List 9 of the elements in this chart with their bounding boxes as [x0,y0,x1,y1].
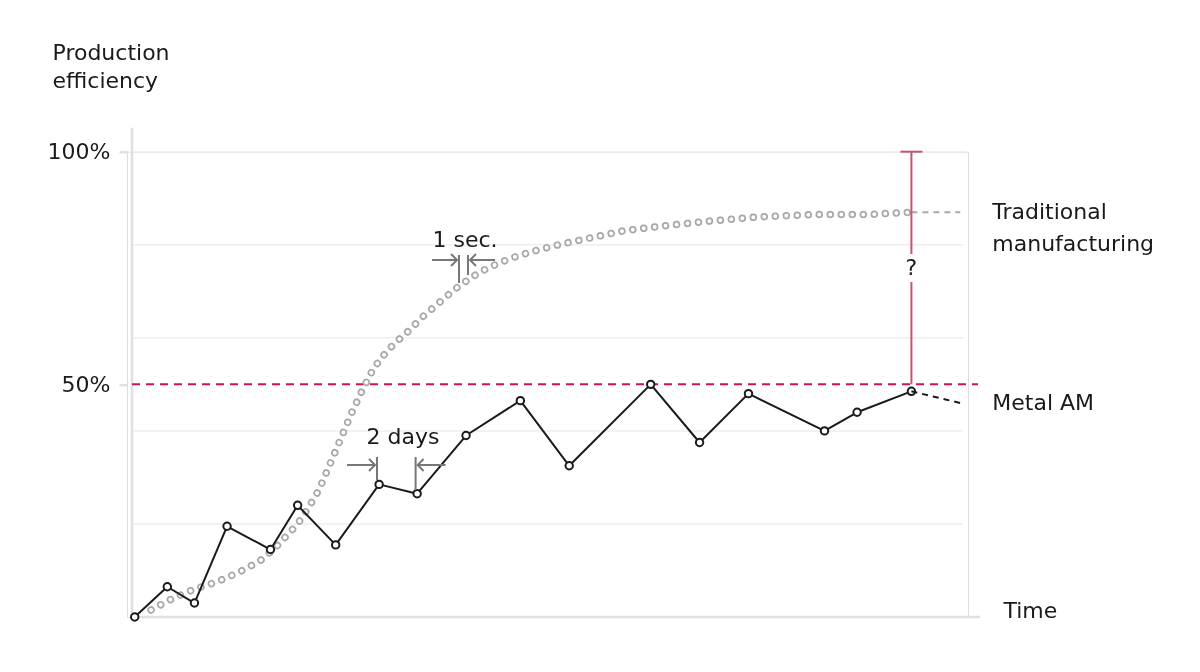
data-label: ? [905,255,918,281]
x-axis-title: Time [1002,597,1058,623]
text: Traditional manufacturing [991,199,1155,257]
annotation: 2 days [366,424,440,449]
annotation: 1 sec. [432,227,498,252]
y-tick-label: 50% [61,371,111,397]
text: Metal AM [992,389,1095,415]
y-tick-label: 100% [47,139,111,165]
y-axis-title: Production efficiency [52,39,170,93]
